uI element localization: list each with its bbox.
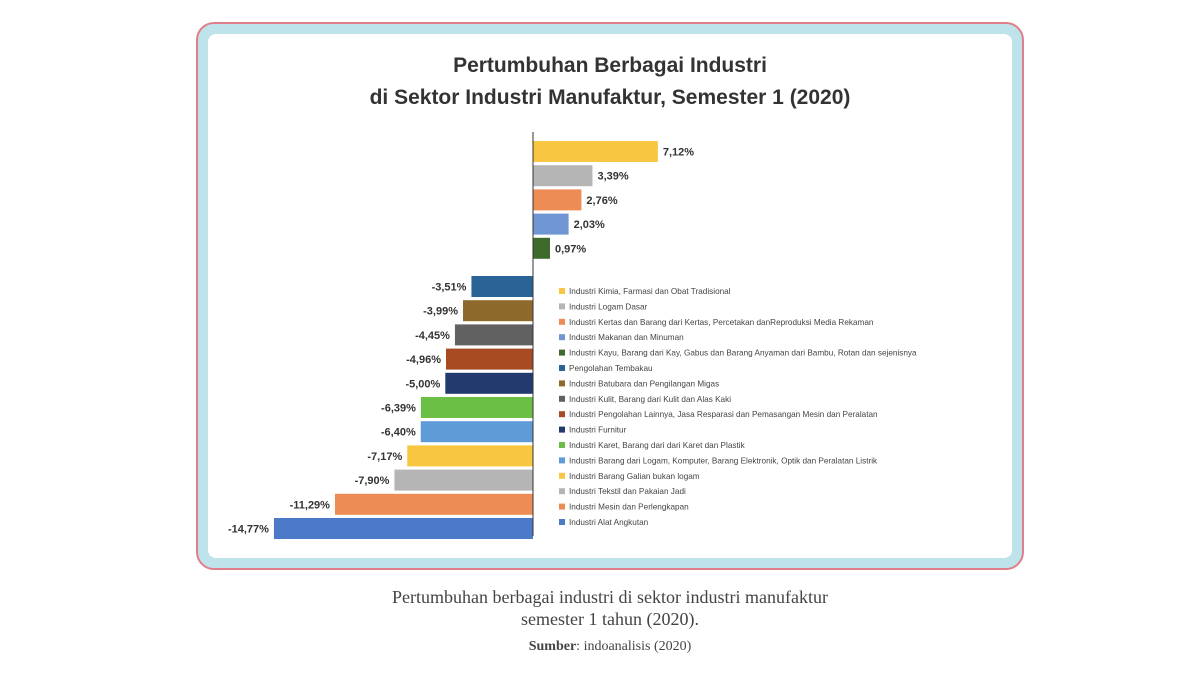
legend-entry-14: Industri Mesin dan Perlengkapan <box>569 503 689 512</box>
legend-swatch-0 <box>559 288 565 294</box>
bar-10 <box>420 397 533 418</box>
bar-label-0: 7,12% <box>663 147 694 159</box>
bar-1 <box>533 165 593 187</box>
bar-5 <box>471 276 533 297</box>
source-text: indoanalisis (2020) <box>583 639 692 654</box>
chart-title-line-2: di Sektor Industri Manufaktur, Semester … <box>369 86 851 109</box>
legend-entry-3: Industri Makanan dan Minuman <box>569 333 684 342</box>
bar-label-11: -6,40% <box>381 427 416 439</box>
bar-label-13: -7,90% <box>355 475 390 487</box>
legend-swatch-12 <box>559 472 565 479</box>
legend-swatch-1 <box>559 303 565 310</box>
legend-entry-5: Pengolahan Tembakau <box>569 364 653 373</box>
legend-entry-7: Industri Kulit, Barang dari Kulit dan Al… <box>569 395 731 404</box>
figure-source: Sumber: indoanalisis (2020) <box>528 639 692 654</box>
bar-label-1: 3,39% <box>597 171 628 183</box>
chart-panel <box>208 34 1012 558</box>
legend-swatch-13 <box>559 488 565 495</box>
legend-entry-8: Industri Pengolahan Lainnya, Jasa Respar… <box>569 410 878 419</box>
legend-swatch-6 <box>559 380 565 387</box>
legend-entry-6: Industri Batubara dan Pengilangan Migas <box>569 379 719 388</box>
legend-entry-1: Industri Logam Dasar <box>569 302 648 311</box>
legend-swatch-9 <box>559 426 565 433</box>
figure-caption: Pertumbuhan berbagai industri di sektor … <box>200 586 1020 630</box>
bar-3 <box>533 213 569 235</box>
legend-swatch-10 <box>559 442 565 448</box>
bar-label-15: -14,77% <box>228 524 269 536</box>
legend-swatch-4 <box>559 349 565 356</box>
bar-11 <box>420 421 533 443</box>
bar-label-12: -7,17% <box>367 451 402 463</box>
legend-swatch-11 <box>559 457 565 464</box>
bar-7 <box>454 324 533 346</box>
bar-4 <box>533 237 551 259</box>
chart-title: Pertumbuhan Berbagai Industri di Sektor … <box>208 50 1012 114</box>
bar-label-2: 2,76% <box>586 195 617 207</box>
legend-entry-9: Industri Furnitur <box>569 426 627 435</box>
bar-label-4: 0,97% <box>555 243 586 255</box>
bar-label-7: -4,45% <box>415 330 450 342</box>
legend-swatch-8 <box>559 411 565 418</box>
bar-13 <box>394 469 533 491</box>
legend-swatch-5 <box>559 365 565 371</box>
legend-entry-11: Industri Barang dari Logam, Komputer, Ba… <box>569 456 878 465</box>
bar-label-8: -4,96% <box>406 354 441 366</box>
bar-label-9: -5,00% <box>405 378 440 390</box>
bar-label-6: -3,99% <box>423 306 458 318</box>
legend-entry-4: Industri Kayu, Barang dari Kay, Gabus da… <box>569 349 917 358</box>
legend-entry-12: Industri Barang Galian bukan logam <box>569 472 700 481</box>
bar-8 <box>446 348 533 370</box>
legend-entry-13: Industri Tekstil dan Pakaian Jadi <box>569 487 686 496</box>
legend-entry-15: Industri Alat Angkutan <box>569 518 649 527</box>
bar-9 <box>445 372 533 394</box>
bar-12 <box>407 445 533 467</box>
legend-swatch-2 <box>559 318 565 325</box>
bar-label-3: 2,03% <box>574 219 605 231</box>
source-label: Sumber <box>528 639 577 654</box>
bar-label-14: -11,29% <box>290 499 331 511</box>
legend-entry-2: Industri Kertas dan Barang dari Kertas, … <box>569 318 874 327</box>
legend-swatch-14 <box>559 503 565 510</box>
bar-0 <box>533 141 658 162</box>
legend-entry-0: Industri Kimia, Farmasi dan Obat Tradisi… <box>569 287 731 296</box>
chart-title-line-1: Pertumbuhan Berbagai Industri <box>453 54 767 77</box>
legend-swatch-7 <box>559 395 565 402</box>
bar-6 <box>463 300 533 322</box>
bar-14 <box>334 493 533 515</box>
caption-line-1: Pertumbuhan berbagai industri di sektor … <box>392 587 828 607</box>
bar-label-5: -3,51% <box>432 282 467 294</box>
legend-entry-10: Industri Karet, Barang dari dari Karet d… <box>569 441 746 450</box>
legend-swatch-3 <box>559 334 565 341</box>
caption-line-2: semester 1 tahun (2020). <box>521 609 699 629</box>
bar-15 <box>273 518 533 539</box>
bar-label-10: -6,39% <box>381 403 416 415</box>
legend-swatch-15 <box>559 519 565 525</box>
bar-2 <box>533 189 582 211</box>
